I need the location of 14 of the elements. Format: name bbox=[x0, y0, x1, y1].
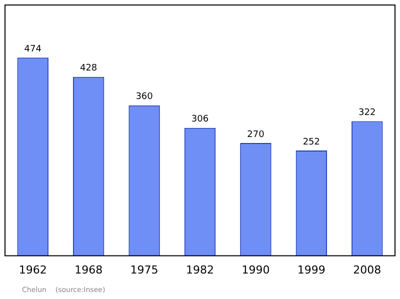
x-tick-label: 1962 bbox=[18, 263, 47, 276]
x-tick-label: 1990 bbox=[242, 263, 270, 276]
data-label: 322 bbox=[358, 108, 376, 118]
data-label: 428 bbox=[80, 64, 98, 74]
x-tick-label: 1968 bbox=[74, 263, 103, 276]
data-label: 474 bbox=[24, 44, 42, 55]
x-tick-label: 1975 bbox=[130, 263, 158, 276]
data-label: 360 bbox=[136, 92, 154, 102]
x-tick-label: 1999 bbox=[297, 263, 326, 276]
x-tick-label: 2008 bbox=[353, 263, 382, 276]
x-tick-label: 1982 bbox=[186, 263, 214, 276]
data-label: 252 bbox=[302, 137, 320, 148]
data-label: 306 bbox=[191, 114, 209, 125]
data-label: 270 bbox=[247, 130, 265, 140]
